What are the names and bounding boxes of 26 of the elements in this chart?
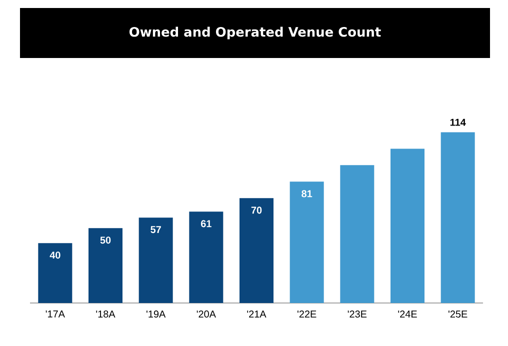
x-tick-label: '23E: [348, 310, 367, 318]
x-tick-label: '22E: [298, 310, 316, 318]
x-tick-label: '18A: [96, 310, 116, 318]
x-tick-label: '24E: [398, 310, 417, 318]
data-label: 114: [450, 118, 466, 126]
x-tick-label: '25E: [448, 310, 468, 318]
x-tick-label: '20A: [196, 310, 216, 318]
data-label: 70: [251, 206, 262, 214]
data-label: 61: [200, 220, 212, 228]
data-label: 57: [150, 226, 161, 234]
bar: [240, 198, 274, 303]
data-label: 50: [100, 236, 111, 244]
bar: [138, 218, 173, 303]
data-label: 40: [50, 252, 60, 259]
bar: [440, 132, 475, 303]
x-tick-label: '19A: [146, 310, 166, 318]
bar: [88, 228, 122, 303]
chart-title: Owned and Operated Venue Count: [129, 26, 381, 40]
x-tick-label: '17A: [46, 310, 65, 318]
bar: [290, 182, 324, 303]
bar: [340, 165, 374, 303]
x-tick-label: '21A: [247, 310, 266, 318]
bar: [189, 212, 224, 303]
bar: [38, 243, 72, 303]
bar: [390, 148, 425, 303]
data-label: 81: [302, 190, 312, 198]
